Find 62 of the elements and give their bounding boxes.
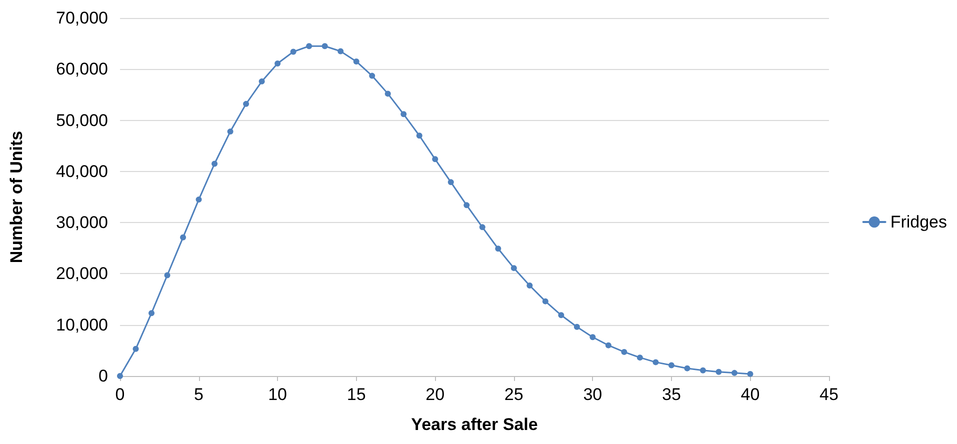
y-tick-label: 40,000 (56, 162, 108, 181)
point (605, 342, 612, 348)
point (117, 373, 123, 379)
y-tick-label: 20,000 (56, 264, 108, 284)
y-tick-label: 30,000 (56, 213, 108, 232)
point (338, 48, 344, 54)
point (590, 334, 596, 340)
point (636, 354, 643, 361)
point (558, 312, 564, 318)
point (227, 128, 234, 135)
point (290, 48, 296, 55)
point (432, 156, 438, 162)
point (668, 362, 674, 368)
x-tick-label: 15 (346, 385, 366, 404)
point (731, 370, 738, 376)
point (164, 272, 170, 278)
y-tick-label: 10,000 (56, 315, 108, 334)
point (180, 234, 186, 240)
point (306, 43, 312, 50)
point (274, 60, 281, 67)
x-tick-label: 20 (426, 385, 445, 404)
point (353, 58, 360, 64)
y-axis-title: Number of Units (7, 130, 26, 264)
point (416, 132, 422, 139)
x-tick-label: 0 (115, 385, 125, 404)
x-tick-label: 40 (740, 385, 760, 404)
point (621, 348, 628, 355)
point (258, 78, 265, 84)
point (510, 265, 517, 272)
point (132, 346, 139, 352)
point (652, 359, 659, 366)
x-tick-label: 5 (194, 385, 204, 404)
y-tick-label: 50,000 (56, 110, 108, 130)
point (384, 90, 391, 97)
x-tick-label: 35 (662, 385, 681, 404)
point (369, 72, 376, 79)
point (212, 160, 218, 167)
point (400, 111, 407, 118)
point (322, 43, 328, 50)
point (148, 310, 155, 316)
point (574, 324, 580, 330)
legend-label: Fridges (890, 212, 947, 232)
x-tick-label: 45 (820, 385, 838, 404)
y-tick-label: 60,000 (56, 60, 108, 79)
x-tick-label: 10 (268, 385, 288, 404)
x-tick-label: 25 (504, 385, 524, 404)
x-tick-label: 30 (583, 385, 602, 404)
point (684, 365, 690, 372)
point (700, 367, 706, 374)
point (479, 224, 486, 230)
point (542, 298, 548, 304)
y-tick-label: 0 (98, 366, 108, 386)
point (243, 100, 250, 107)
point (495, 246, 502, 252)
point (196, 196, 202, 203)
point (747, 370, 754, 377)
x-axis-title: Years after Sale (411, 415, 538, 434)
point (716, 368, 722, 375)
point (526, 282, 533, 288)
y-tick-label: 70,000 (56, 8, 108, 28)
point (464, 202, 470, 208)
point (448, 179, 454, 186)
